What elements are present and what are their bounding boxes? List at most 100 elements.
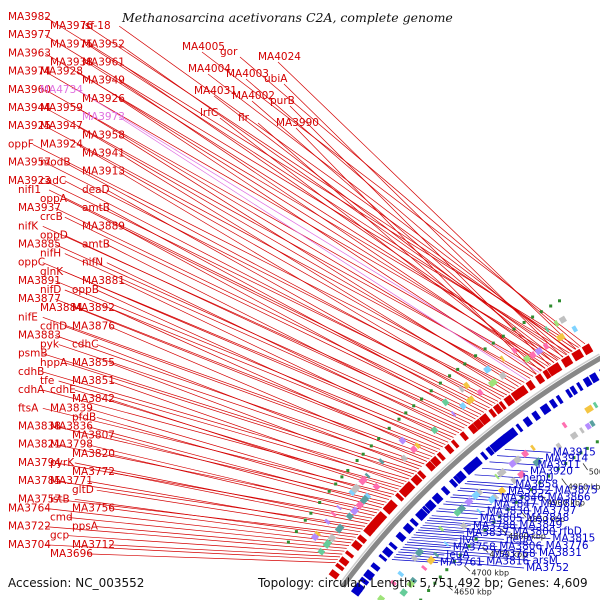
callout-left bbox=[109, 544, 341, 558]
gene-label-left: MA3839 bbox=[50, 402, 93, 414]
feature-arrow bbox=[424, 499, 437, 512]
gene-label-right: MA3806 bbox=[499, 541, 542, 553]
gc-dot bbox=[474, 354, 478, 358]
gene-label-left: MA3941 bbox=[82, 148, 125, 160]
gc-dot bbox=[506, 507, 510, 511]
feature-arrow bbox=[384, 499, 398, 513]
feature-arrow bbox=[417, 470, 427, 480]
feature-arrow bbox=[404, 481, 416, 492]
gene-label-right: MA3847 bbox=[494, 499, 537, 511]
gene-label-top: purB bbox=[270, 95, 295, 107]
gc-dot bbox=[369, 444, 373, 448]
feature-arrow bbox=[480, 451, 489, 461]
gc-dot bbox=[303, 518, 307, 522]
callout-left bbox=[119, 80, 546, 369]
feature-block bbox=[483, 365, 492, 374]
feature-block bbox=[314, 530, 321, 537]
gc-dot bbox=[448, 374, 452, 378]
callout-top bbox=[239, 56, 581, 347]
feature-arrow bbox=[525, 379, 536, 391]
gc-dot bbox=[318, 501, 322, 504]
gene-label-top: MA4002 bbox=[232, 90, 275, 102]
feature-arrow bbox=[565, 388, 574, 399]
gene-label-left: gcp bbox=[50, 530, 69, 542]
gene-label-left: MA3855 bbox=[72, 357, 115, 369]
gene-label-left: cadC bbox=[40, 175, 66, 187]
feature-block bbox=[322, 538, 333, 549]
gc-dot bbox=[483, 528, 487, 532]
feature-arrow bbox=[388, 541, 398, 551]
feature-block bbox=[532, 457, 543, 467]
gene-label-right: MA3817 bbox=[540, 498, 583, 510]
callout-right bbox=[418, 529, 465, 534]
feature-block bbox=[462, 381, 471, 390]
gene-label-left: MA3959 bbox=[40, 102, 83, 114]
feature-block bbox=[378, 458, 385, 465]
gene-label-left: MA3757 bbox=[18, 493, 61, 505]
gc-dot bbox=[294, 530, 298, 534]
gene-label-top: MA4031 bbox=[194, 85, 237, 97]
feature-block bbox=[476, 388, 484, 397]
callout-left bbox=[55, 207, 482, 415]
gene-label-left: MA3913 bbox=[82, 166, 125, 178]
callout-left bbox=[119, 116, 528, 381]
feature-arrow bbox=[503, 430, 514, 442]
gene-label-right: MA3758 bbox=[453, 542, 496, 554]
gene-label-left: MA4734 bbox=[40, 84, 83, 96]
gene-label-left: MA3892 bbox=[72, 302, 115, 314]
gc-dot bbox=[438, 381, 442, 385]
feature-block bbox=[433, 551, 440, 558]
gene-label-left: MA3977 bbox=[8, 29, 51, 41]
gene-label-left: isf-18 bbox=[82, 20, 111, 32]
feature-block bbox=[459, 522, 468, 530]
gc-dot bbox=[483, 347, 487, 351]
feature-block bbox=[397, 570, 405, 578]
gc-dot bbox=[327, 489, 331, 493]
feature-arrow bbox=[402, 522, 415, 535]
tick-mark bbox=[582, 463, 588, 471]
gene-label-right: MA3761 bbox=[440, 557, 483, 569]
feature-block bbox=[589, 419, 596, 428]
gc-dot bbox=[492, 520, 496, 524]
callout-left bbox=[64, 253, 462, 431]
gene-label-left: oppF bbox=[8, 138, 34, 150]
gene-label-left: MA3756 bbox=[72, 502, 115, 514]
feature-arrow bbox=[515, 423, 524, 433]
feature-arrow bbox=[522, 416, 533, 428]
callout-right bbox=[422, 524, 511, 533]
feature-arrow bbox=[553, 362, 563, 373]
feature-arrow bbox=[473, 456, 483, 467]
gc-dot bbox=[429, 389, 433, 393]
feature-block bbox=[558, 315, 568, 324]
feature-block bbox=[542, 342, 550, 350]
gene-label-left: nifK bbox=[18, 220, 39, 232]
gene-label-right: MA3752 bbox=[526, 562, 569, 574]
feature-block bbox=[398, 436, 407, 445]
tick-label: 4900 kbp bbox=[547, 499, 585, 508]
feature-arrow bbox=[468, 459, 480, 471]
feature-arrow bbox=[415, 508, 429, 522]
tick-mark bbox=[561, 478, 567, 486]
gc-dot bbox=[427, 589, 431, 592]
feature-block bbox=[317, 547, 326, 556]
gc-dot bbox=[387, 426, 391, 430]
gene-label-left: MA3973 bbox=[82, 111, 125, 123]
gene-label-left: MA3821 bbox=[18, 439, 61, 451]
tick-mark bbox=[482, 546, 489, 553]
gene-label-left: cdhC bbox=[72, 339, 98, 351]
gc-dot bbox=[498, 515, 502, 519]
feature-arrow bbox=[472, 418, 485, 431]
gc-dot bbox=[549, 304, 553, 308]
feature-arrow bbox=[492, 403, 504, 415]
gene-label-left: hppA bbox=[40, 357, 68, 369]
callout-left bbox=[109, 508, 354, 541]
gene-label-left: cdhB bbox=[18, 366, 44, 378]
callout-left bbox=[64, 198, 487, 411]
feature-block bbox=[592, 401, 599, 409]
feature-arrow bbox=[425, 460, 436, 472]
feature-block bbox=[443, 541, 450, 547]
gc-dot bbox=[458, 553, 462, 557]
tick-label: 5000 kbp bbox=[589, 468, 600, 477]
gene-label-left: MA3937 bbox=[18, 202, 61, 214]
gene-label-right: MA3788 bbox=[473, 520, 516, 532]
